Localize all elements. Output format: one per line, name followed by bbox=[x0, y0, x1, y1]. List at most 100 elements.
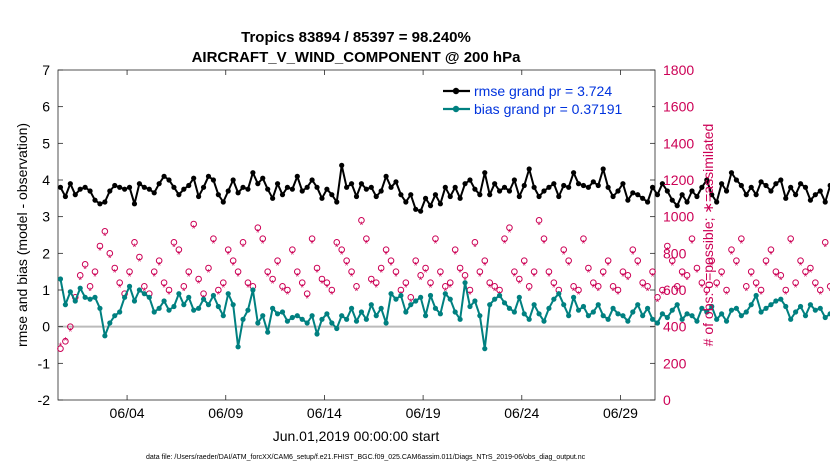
rmse-point bbox=[625, 197, 631, 203]
rmse-point bbox=[788, 184, 794, 190]
rmse-point bbox=[689, 188, 695, 194]
obs-assimilated-point: * bbox=[754, 283, 758, 294]
bias-point bbox=[788, 316, 794, 322]
obs-possible-point bbox=[111, 264, 119, 272]
bias-point bbox=[97, 305, 103, 311]
bias-point bbox=[422, 313, 429, 319]
obs-assimilated-point: * bbox=[133, 243, 137, 254]
bias-point bbox=[566, 313, 572, 319]
obs-possible-point bbox=[313, 264, 321, 272]
bias-point bbox=[250, 287, 256, 293]
plot-area bbox=[57, 69, 656, 401]
obs-possible-point bbox=[757, 286, 765, 294]
obs-possible-point bbox=[76, 272, 84, 279]
rmse-point bbox=[270, 195, 276, 201]
obs-possible-point bbox=[520, 257, 528, 264]
bias-point bbox=[482, 346, 488, 352]
obs-possible-point bbox=[752, 279, 760, 286]
rmse-point bbox=[551, 181, 557, 187]
rmse-point bbox=[304, 184, 310, 190]
obs-possible-point bbox=[516, 275, 523, 283]
obs-assimilated-point: * bbox=[256, 228, 260, 239]
obs-assimilated-point: * bbox=[433, 239, 437, 250]
bias-point bbox=[62, 302, 69, 308]
obs-assimilated-point: * bbox=[404, 283, 408, 294]
bias-point bbox=[358, 309, 365, 315]
obs-assimilated-point: * bbox=[611, 287, 615, 298]
obs-possible-point bbox=[244, 279, 252, 286]
obs-possible-point bbox=[372, 279, 380, 286]
obs-possible-point bbox=[742, 283, 750, 290]
legend-rmse-marker bbox=[452, 87, 460, 95]
rmse-point bbox=[640, 195, 646, 201]
obs-possible-point bbox=[126, 268, 133, 275]
rmse-point bbox=[284, 184, 291, 190]
bias-point bbox=[531, 302, 537, 308]
obs-possible-point bbox=[200, 290, 207, 297]
obs-possible-point bbox=[205, 264, 212, 272]
bias-point bbox=[235, 344, 241, 350]
rmse-point bbox=[536, 193, 542, 200]
rmse-point bbox=[388, 184, 394, 190]
bias-point bbox=[122, 294, 128, 300]
obs-possible-point bbox=[412, 257, 420, 264]
bias-point bbox=[117, 309, 123, 315]
obs-possible-point bbox=[747, 268, 755, 275]
bias-point bbox=[793, 309, 799, 315]
bias-point bbox=[763, 305, 769, 311]
obs-possible-point bbox=[609, 283, 617, 290]
rmse-point bbox=[635, 192, 641, 198]
obs-possible-point bbox=[116, 279, 123, 286]
obs-possible-point bbox=[792, 279, 799, 286]
rmse-point bbox=[181, 186, 187, 192]
rmse-point bbox=[482, 170, 488, 176]
obs-assimilated-point: * bbox=[710, 261, 714, 272]
rmse-point bbox=[230, 177, 236, 183]
obs-possible-point bbox=[668, 257, 676, 264]
obs-assimilated-point: * bbox=[187, 272, 191, 283]
obs-assimilated-point: * bbox=[670, 261, 674, 272]
rmse-point bbox=[807, 197, 814, 203]
rmse-point bbox=[649, 184, 656, 190]
bias-point bbox=[383, 320, 389, 326]
bias-point bbox=[649, 316, 656, 322]
obs-possible-point bbox=[387, 257, 395, 264]
obs-assimilated-point: * bbox=[542, 239, 546, 250]
obs-assimilated-point: * bbox=[685, 276, 689, 287]
bias-point bbox=[615, 311, 621, 317]
rmse-point bbox=[561, 182, 567, 189]
obs-assimilated-point: * bbox=[695, 268, 699, 279]
bias-point bbox=[664, 314, 670, 321]
obs-possible-point bbox=[175, 246, 183, 253]
rmse-point bbox=[605, 184, 611, 190]
obs-possible-point bbox=[767, 246, 775, 253]
rmse-point bbox=[191, 175, 197, 181]
obs-assimilated-point: * bbox=[601, 272, 605, 283]
obs-assimilated-point: * bbox=[172, 243, 176, 254]
obs-assimilated-point: * bbox=[527, 287, 531, 298]
bias-point bbox=[388, 291, 394, 297]
rmse-point bbox=[353, 193, 360, 200]
obs-possible-point bbox=[599, 268, 607, 275]
bias-point bbox=[575, 307, 582, 313]
obs-possible-point bbox=[328, 286, 336, 294]
obs-possible-point bbox=[659, 286, 666, 294]
rmse-point bbox=[136, 181, 143, 187]
bias-point bbox=[570, 294, 577, 300]
obs-possible-point bbox=[550, 279, 558, 286]
y-tick-label-right: 200 bbox=[663, 355, 687, 371]
obs-possible-point bbox=[698, 279, 706, 286]
rmse-point bbox=[556, 193, 562, 200]
bias-point bbox=[186, 294, 192, 300]
bias-point bbox=[689, 313, 695, 319]
bias-point bbox=[699, 305, 705, 311]
rmse-point bbox=[373, 193, 379, 200]
obs-possible-point bbox=[269, 275, 276, 283]
obs-assimilated-point: * bbox=[779, 276, 783, 287]
rmse-point bbox=[319, 195, 325, 201]
rmse-point bbox=[220, 199, 226, 205]
rmse-point bbox=[580, 182, 587, 189]
obs-assimilated-point: * bbox=[83, 265, 87, 276]
obs-possible-point bbox=[728, 246, 735, 253]
